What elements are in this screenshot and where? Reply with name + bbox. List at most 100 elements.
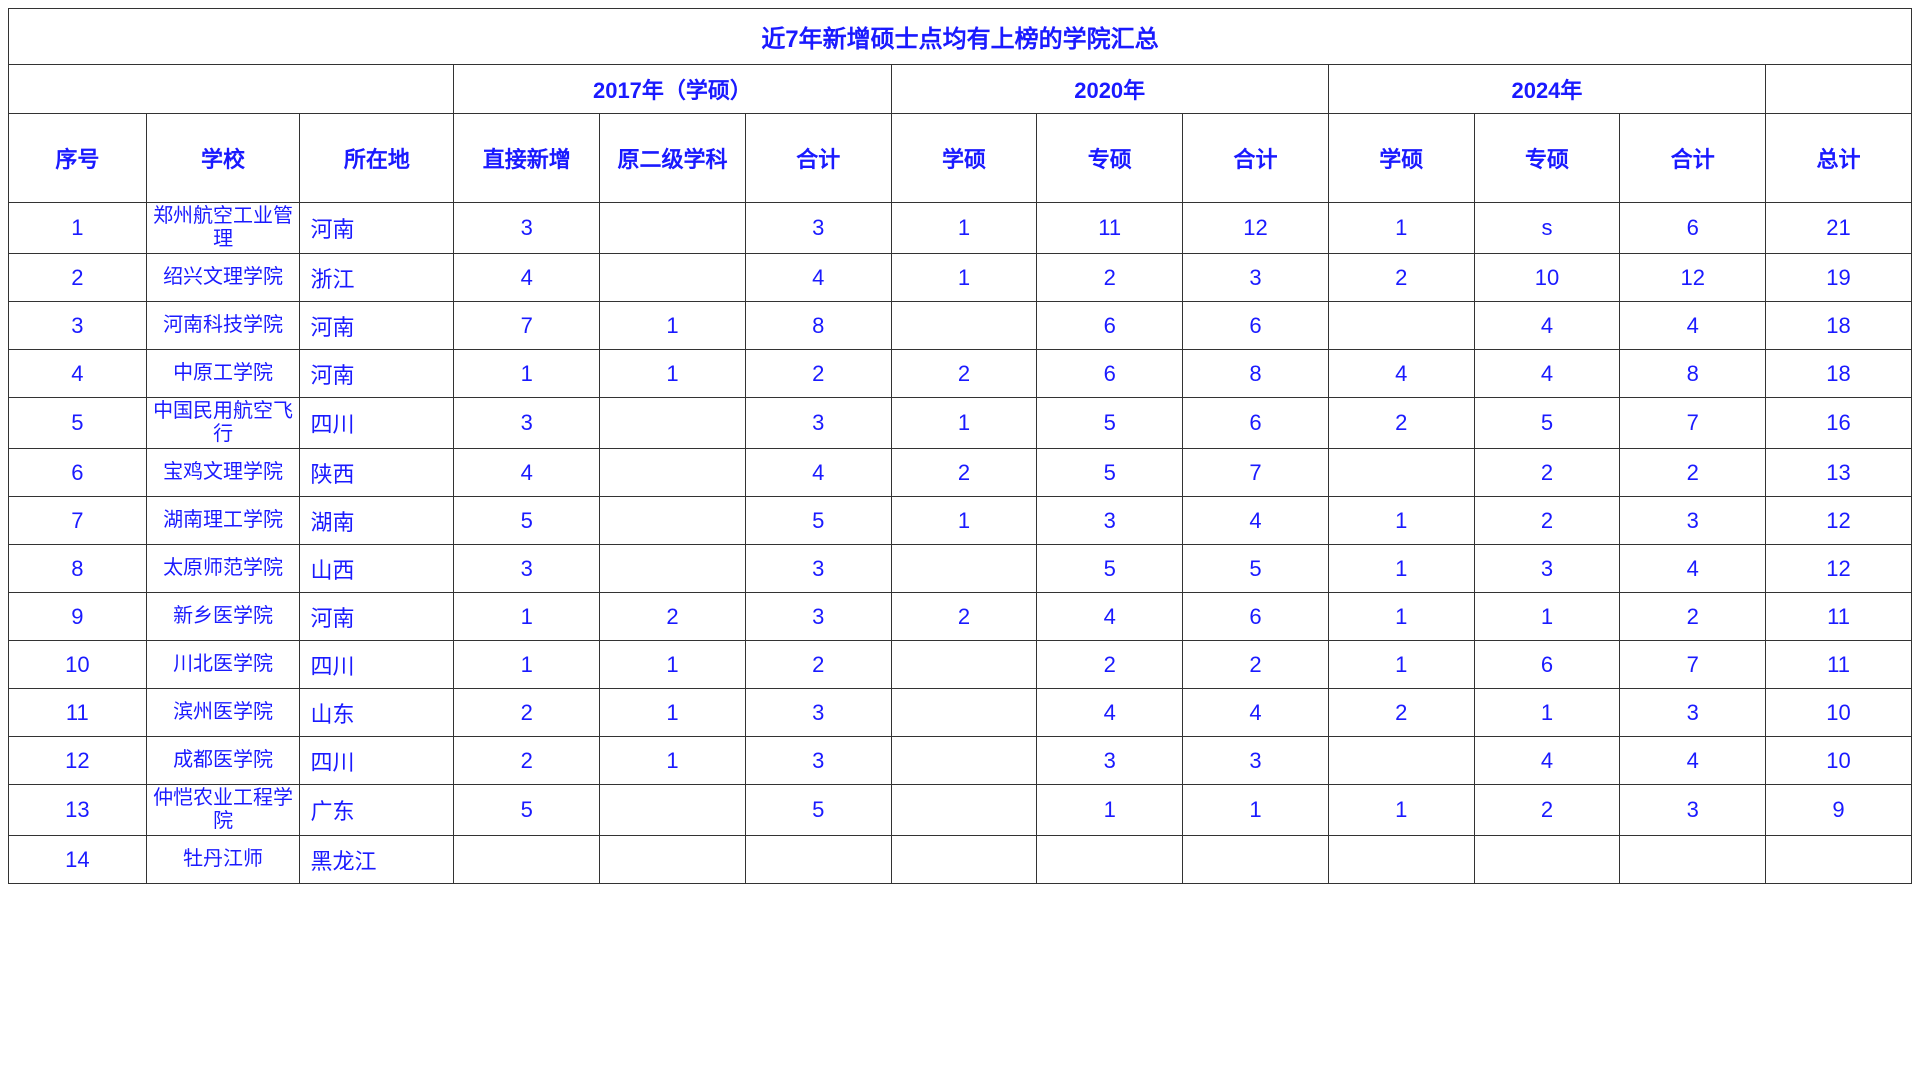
cell-2024-zhuan: 1: [1474, 593, 1620, 641]
cell-2017-orig: [600, 449, 746, 497]
cell-2024-zhuan: 2: [1474, 449, 1620, 497]
cell-school: 宝鸡文理学院: [146, 449, 300, 497]
cell-2017-sum: 2: [745, 641, 891, 689]
cell-2020-sum: 8: [1183, 350, 1329, 398]
cell-2024-zhuan: 3: [1474, 545, 1620, 593]
col-2017-sum: 合计: [745, 114, 891, 203]
cell-total: 18: [1766, 350, 1912, 398]
cell-2020-sum: 5: [1183, 545, 1329, 593]
cell-2024-xue: [1328, 302, 1474, 350]
cell-loc: 广东: [300, 785, 454, 836]
cell-2024-zhuan: 1: [1474, 689, 1620, 737]
cell-loc: 四川: [300, 641, 454, 689]
cell-2020-sum: 6: [1183, 302, 1329, 350]
header-group-total-blank: [1766, 65, 1912, 114]
cell-2017-direct: 1: [454, 350, 600, 398]
cell-2024-xue: 1: [1328, 785, 1474, 836]
cell-2020-sum: 6: [1183, 593, 1329, 641]
cell-2020-zhuan: 11: [1037, 203, 1183, 254]
cell-2017-direct: 3: [454, 398, 600, 449]
cell-2017-orig: [600, 398, 746, 449]
cell-2020-sum: 1: [1183, 785, 1329, 836]
cell-2020-xue: [891, 785, 1037, 836]
cell-2020-sum: 3: [1183, 254, 1329, 302]
cell-2020-sum: 12: [1183, 203, 1329, 254]
cell-2020-zhuan: 5: [1037, 449, 1183, 497]
cell-2024-sum: 2: [1620, 593, 1766, 641]
cell-2017-sum: 8: [745, 302, 891, 350]
cell-loc: 四川: [300, 737, 454, 785]
cell-school: 成都医学院: [146, 737, 300, 785]
cell-2024-zhuan: 4: [1474, 302, 1620, 350]
cell-2024-sum: 3: [1620, 689, 1766, 737]
col-idx: 序号: [9, 114, 147, 203]
table-row: 13仲恺农业工程学院广东55111239: [9, 785, 1912, 836]
cell-2017-orig: 1: [600, 737, 746, 785]
table-row: 8太原师范学院山西335513412: [9, 545, 1912, 593]
cell-2024-sum: 4: [1620, 302, 1766, 350]
cell-2020-xue: 1: [891, 398, 1037, 449]
cell-school: 太原师范学院: [146, 545, 300, 593]
cell-2017-sum: 2: [745, 350, 891, 398]
cell-2017-orig: [600, 203, 746, 254]
table-row: 11滨州医学院山东2134421310: [9, 689, 1912, 737]
cell-2020-zhuan: 6: [1037, 302, 1183, 350]
cell-idx: 2: [9, 254, 147, 302]
cell-2024-xue: 1: [1328, 545, 1474, 593]
cell-2020-xue: 2: [891, 449, 1037, 497]
cell-2017-direct: 4: [454, 254, 600, 302]
cell-school: 仲恺农业工程学院: [146, 785, 300, 836]
cell-2017-orig: [600, 836, 746, 884]
cell-2024-zhuan: 10: [1474, 254, 1620, 302]
cell-idx: 14: [9, 836, 147, 884]
cell-total: 12: [1766, 545, 1912, 593]
table-row: 12成都医学院四川213334410: [9, 737, 1912, 785]
cell-loc: 河南: [300, 203, 454, 254]
table-row: 9新乡医学院河南12324611211: [9, 593, 1912, 641]
cell-loc: 河南: [300, 593, 454, 641]
cell-2020-xue: [891, 737, 1037, 785]
table-row: 6宝鸡文理学院陕西442572213: [9, 449, 1912, 497]
cell-2017-sum: 3: [745, 203, 891, 254]
table-row: 2绍兴文理学院浙江441232101219: [9, 254, 1912, 302]
table-row: 10川北医学院四川1122216711: [9, 641, 1912, 689]
cell-2024-zhuan: 2: [1474, 785, 1620, 836]
col-2024-xue: 学硕: [1328, 114, 1474, 203]
cell-2020-xue: 2: [891, 350, 1037, 398]
cell-2020-zhuan: 6: [1037, 350, 1183, 398]
cell-2020-zhuan: [1037, 836, 1183, 884]
cell-2024-xue: 1: [1328, 497, 1474, 545]
cell-idx: 1: [9, 203, 147, 254]
header-group-2024: 2024年: [1328, 65, 1765, 114]
cell-total: [1766, 836, 1912, 884]
cell-total: 10: [1766, 737, 1912, 785]
table-row: 5中国民用航空飞行四川3315625716: [9, 398, 1912, 449]
col-loc: 所在地: [300, 114, 454, 203]
table-row: 3河南科技学院河南718664418: [9, 302, 1912, 350]
cell-loc: 山西: [300, 545, 454, 593]
cell-total: 21: [1766, 203, 1912, 254]
cell-2024-xue: [1328, 836, 1474, 884]
cell-2024-xue: 2: [1328, 254, 1474, 302]
cell-2020-zhuan: 3: [1037, 497, 1183, 545]
cell-2017-orig: [600, 785, 746, 836]
cell-2017-orig: [600, 254, 746, 302]
cell-school: 绍兴文理学院: [146, 254, 300, 302]
cell-2020-sum: 4: [1183, 689, 1329, 737]
cell-2024-sum: 12: [1620, 254, 1766, 302]
cell-2024-zhuan: 4: [1474, 350, 1620, 398]
cell-2017-sum: 5: [745, 497, 891, 545]
cell-2024-xue: 4: [1328, 350, 1474, 398]
cell-2017-orig: [600, 497, 746, 545]
cell-school: 湖南理工学院: [146, 497, 300, 545]
cell-idx: 5: [9, 398, 147, 449]
cell-idx: 6: [9, 449, 147, 497]
cell-total: 18: [1766, 302, 1912, 350]
cell-2017-direct: 2: [454, 737, 600, 785]
cell-2024-xue: 1: [1328, 641, 1474, 689]
cell-idx: 9: [9, 593, 147, 641]
cell-loc: 黑龙江: [300, 836, 454, 884]
cell-total: 11: [1766, 641, 1912, 689]
cell-2020-zhuan: 2: [1037, 254, 1183, 302]
cell-2017-sum: 4: [745, 449, 891, 497]
